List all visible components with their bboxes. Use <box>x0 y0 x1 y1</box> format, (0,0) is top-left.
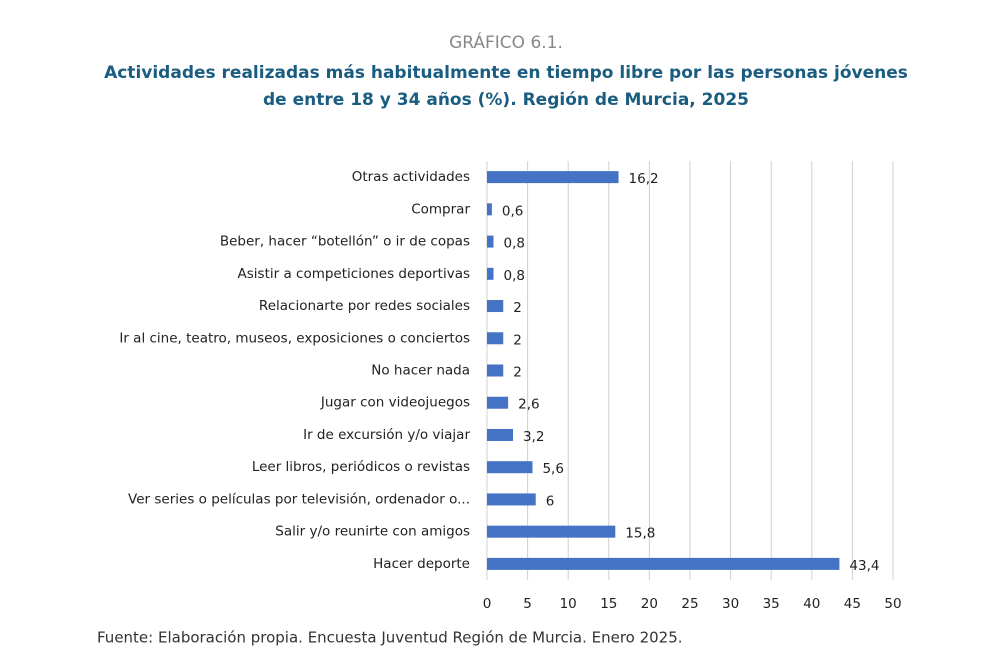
x-tick-label: 40 <box>803 596 820 612</box>
data-label: 2 <box>513 332 522 348</box>
x-tick-label: 45 <box>844 596 861 612</box>
y-tick-label: No hacer nada <box>371 363 470 379</box>
data-label: 5,6 <box>542 461 563 477</box>
bar <box>487 235 494 248</box>
bar <box>487 557 840 570</box>
chart-title: Actividades realizadas más habitualmente… <box>104 63 908 83</box>
bar <box>487 525 616 538</box>
x-tick-label: 30 <box>722 596 739 612</box>
x-tick-label: 10 <box>560 596 577 612</box>
bar <box>487 428 513 441</box>
y-tick-label: Asistir a competiciones deportivas <box>238 266 470 282</box>
y-tick-label: Ir de excursión y/o viajar <box>303 427 470 443</box>
x-tick-label: 20 <box>641 596 658 612</box>
data-label: 43,4 <box>849 558 879 574</box>
bar <box>487 267 494 280</box>
y-tick-label: Jugar con videojuegos <box>320 395 470 411</box>
bar <box>487 396 509 409</box>
data-label: 2 <box>513 365 522 381</box>
x-tick-label: 50 <box>884 596 901 612</box>
data-label: 0,8 <box>503 268 524 284</box>
data-label: 2 <box>513 300 522 316</box>
source-note: Fuente: Elaboración propia. Encuesta Juv… <box>97 629 683 647</box>
data-label: 0,6 <box>502 203 523 219</box>
y-tick-label: Ir al cine, teatro, museos, exposiciones… <box>119 330 470 346</box>
y-tick-label: Salir y/o reunirte con amigos <box>275 524 470 540</box>
data-label: 6 <box>546 493 555 509</box>
bar <box>487 461 533 474</box>
y-tick-label: Beber, hacer “botellón” o ir de copas <box>220 234 470 250</box>
bar <box>487 203 492 216</box>
y-tick-label: Hacer deporte <box>373 556 470 572</box>
y-tick-label: Otras actividades <box>352 169 470 185</box>
y-tick-label: Relacionarte por redes sociales <box>259 298 470 314</box>
y-tick-label: Ver series o películas por televisión, o… <box>128 491 470 507</box>
chart-kicker: GRÁFICO 6.1. <box>449 31 563 53</box>
x-tick-label: 15 <box>600 596 617 612</box>
y-tick-label: Comprar <box>411 201 470 217</box>
bar <box>487 300 504 313</box>
y-tick-label: Leer libros, periódicos o revistas <box>252 459 470 475</box>
x-tick-label: 35 <box>763 596 780 612</box>
bar <box>487 332 504 345</box>
bar <box>487 171 619 184</box>
x-tick-label: 0 <box>483 596 492 612</box>
x-tick-label: 25 <box>681 596 698 612</box>
data-label: 0,8 <box>503 236 524 252</box>
data-label: 3,2 <box>523 429 544 445</box>
bar <box>487 493 536 506</box>
chart-title: de entre 18 y 34 años (%). Región de Mur… <box>263 90 749 110</box>
data-label: 16,2 <box>629 171 659 187</box>
x-tick-label: 5 <box>523 596 532 612</box>
data-label: 2,6 <box>518 397 539 413</box>
bar <box>487 364 504 377</box>
data-label: 15,8 <box>625 526 655 542</box>
